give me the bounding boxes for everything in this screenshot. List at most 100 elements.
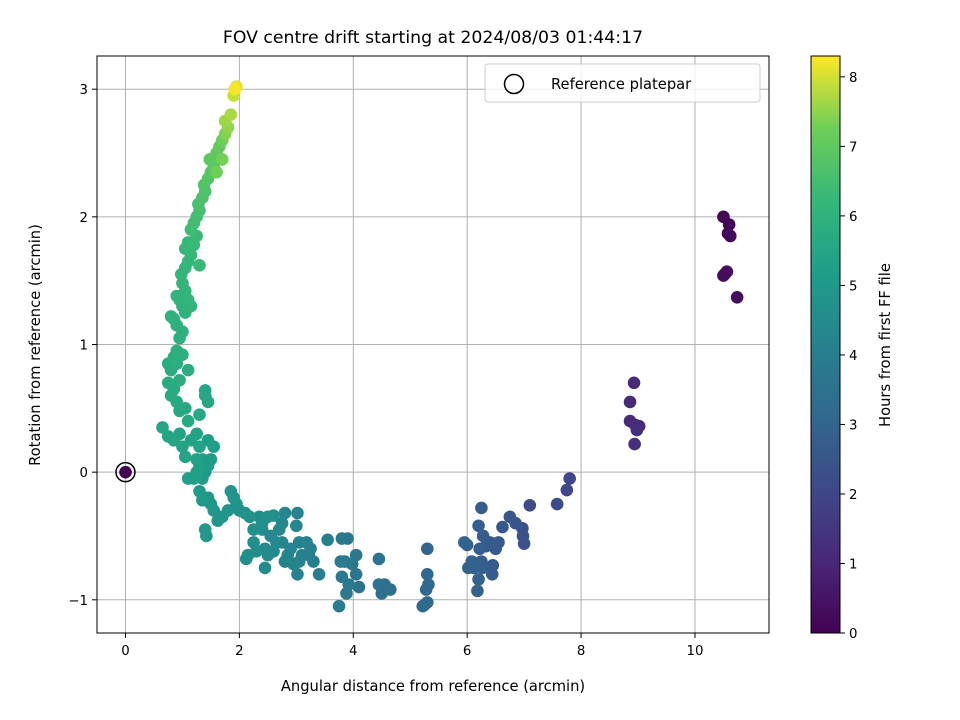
data-point: [372, 552, 386, 566]
data-point: [291, 567, 304, 581]
data-point: [290, 519, 303, 533]
data-point: [193, 259, 206, 272]
colorbar-tick-label: 6: [849, 210, 857, 225]
data-point: [496, 520, 509, 534]
data-point: [476, 529, 490, 543]
data-point: [627, 376, 641, 390]
data-point: [471, 584, 484, 598]
data-point: [224, 485, 238, 498]
x-tick-label: 8: [577, 644, 585, 659]
data-point: [193, 408, 206, 422]
colorbar-tick-label: 7: [849, 140, 857, 155]
y-axis: −1 0 1 2 3: [68, 83, 97, 609]
data-point: [503, 510, 517, 524]
legend-box: [484, 63, 761, 103]
data-point: [730, 290, 744, 304]
data-point: [247, 523, 260, 536]
legend-label: Reference platepar: [551, 76, 692, 93]
y-tick-label: 2: [80, 211, 88, 226]
data-point: [161, 376, 175, 390]
data-point: [473, 542, 486, 556]
reference-data-point: [119, 465, 132, 479]
colorbar-tick-label: 0: [849, 627, 857, 642]
colorbar-tick-label: 4: [849, 349, 857, 364]
data-point: [462, 561, 475, 575]
data-point: [210, 165, 223, 179]
data-point: [215, 153, 229, 166]
data-point: [201, 395, 215, 409]
colorbar-tick-label: 2: [849, 488, 857, 503]
data-point: [623, 395, 637, 409]
colorbar-label: Hours from first FF file: [877, 263, 894, 427]
data-point: [352, 580, 366, 594]
data-point: [472, 573, 485, 586]
reference-platepar-marker: [115, 461, 136, 483]
data-point: [321, 533, 334, 547]
x-tick-label: 0: [121, 644, 129, 659]
data-point: [278, 506, 292, 520]
data-point: [228, 82, 242, 96]
x-axis: 0 2 4 6 8 10: [121, 633, 703, 659]
data-point: [419, 583, 433, 596]
data-point: [278, 555, 292, 568]
data-point: [458, 536, 471, 549]
data-point: [181, 363, 195, 377]
data-point: [190, 453, 203, 466]
grid-lines: [97, 56, 769, 633]
colorbar-tick-label: 5: [849, 279, 857, 294]
data-point: [181, 414, 195, 428]
colorbar-tick-label: 8: [849, 71, 857, 86]
data-point: [161, 430, 175, 443]
x-tick-label: 2: [235, 644, 243, 659]
data-point: [334, 555, 348, 568]
y-tick-label: −1: [68, 594, 88, 609]
data-point: [176, 348, 189, 362]
x-axis-label: Angular distance from reference (arcmin): [281, 678, 585, 695]
data-point: [485, 567, 499, 581]
data-point: [416, 599, 430, 613]
y-tick-label: 3: [80, 83, 88, 98]
data-point: [560, 483, 574, 497]
data-point: [723, 229, 737, 243]
data-point: [164, 310, 178, 323]
data-point: [239, 552, 253, 566]
x-tick-label: 10: [687, 644, 704, 659]
data-point: [332, 599, 346, 613]
data-point: [372, 578, 386, 591]
data-point: [258, 561, 272, 575]
y-tick-label: 1: [80, 339, 88, 354]
data-point: [178, 450, 192, 464]
data-point: [475, 501, 488, 515]
x-tick-label: 6: [463, 644, 471, 659]
data-point: [340, 587, 353, 600]
data-point: [517, 537, 531, 550]
data-point: [312, 567, 326, 581]
x-tick-label: 4: [349, 644, 357, 659]
data-point: [181, 472, 195, 485]
data-point: [164, 389, 178, 402]
data-point: [211, 514, 225, 527]
chart-title: FOV centre drift starting at 2024/08/03 …: [223, 28, 643, 48]
data-point: [198, 384, 212, 397]
y-tick-label: 0: [80, 466, 88, 481]
data-point: [630, 423, 644, 437]
colorbar-ticks: 0 1 2 3 4 5 6 7 8: [840, 71, 857, 642]
data-point: [349, 567, 363, 581]
data-point: [421, 567, 434, 581]
data-point: [472, 519, 485, 533]
data-point: [200, 529, 213, 543]
data-point: [291, 506, 304, 520]
data-point: [156, 421, 169, 434]
data-point: [173, 373, 186, 387]
data-point: [717, 269, 730, 282]
data-point: [550, 497, 564, 511]
data-point: [563, 472, 576, 485]
colorbar-gradient: [810, 55, 841, 634]
data-point: [247, 536, 260, 549]
legend-marker: [503, 73, 525, 95]
data-point: [224, 108, 238, 122]
data-point: [335, 532, 349, 545]
y-axis-label: Rotation from reference (arcmin): [27, 224, 44, 466]
data-point: [193, 485, 206, 498]
data-point: [421, 542, 434, 556]
